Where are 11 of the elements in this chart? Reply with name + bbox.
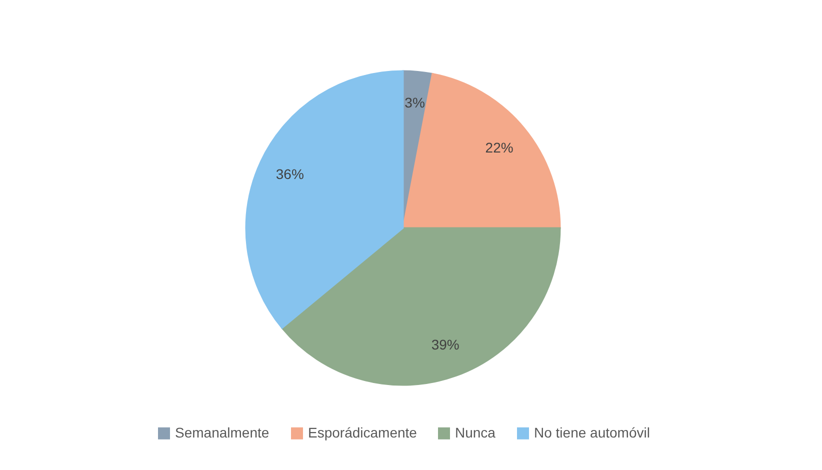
data-label: 36% bbox=[276, 166, 304, 182]
pie-slice bbox=[246, 70, 404, 329]
legend-label: Semanalmente bbox=[175, 424, 270, 440]
legend-label: No tiene automóvil bbox=[534, 424, 650, 440]
legend-label: Esporádicamente bbox=[308, 424, 418, 440]
pie-slice bbox=[402, 73, 561, 229]
data-label: 39% bbox=[431, 336, 460, 353]
legend-label: Nunca bbox=[455, 424, 496, 440]
pie-slice bbox=[281, 227, 561, 386]
data-label: 22% bbox=[485, 139, 514, 156]
data-label: 3% bbox=[404, 94, 425, 111]
